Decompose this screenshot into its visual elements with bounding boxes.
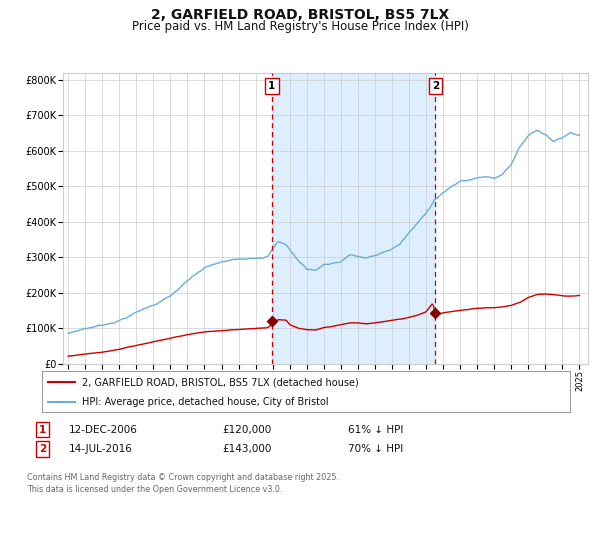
Text: 61% ↓ HPI: 61% ↓ HPI: [348, 424, 403, 435]
Text: 14-JUL-2016: 14-JUL-2016: [69, 444, 133, 454]
Text: 1: 1: [268, 81, 275, 91]
Text: Contains HM Land Registry data © Crown copyright and database right 2025.
This d: Contains HM Land Registry data © Crown c…: [27, 473, 339, 494]
Text: Price paid vs. HM Land Registry's House Price Index (HPI): Price paid vs. HM Land Registry's House …: [131, 20, 469, 33]
Text: 2, GARFIELD ROAD, BRISTOL, BS5 7LX (detached house): 2, GARFIELD ROAD, BRISTOL, BS5 7LX (deta…: [82, 377, 358, 387]
Text: HPI: Average price, detached house, City of Bristol: HPI: Average price, detached house, City…: [82, 396, 328, 407]
Text: 70% ↓ HPI: 70% ↓ HPI: [348, 444, 403, 454]
Text: 1: 1: [39, 424, 46, 435]
Text: 2, GARFIELD ROAD, BRISTOL, BS5 7LX: 2, GARFIELD ROAD, BRISTOL, BS5 7LX: [151, 8, 449, 22]
Text: 2: 2: [431, 81, 439, 91]
Text: 2: 2: [39, 444, 46, 454]
Text: £143,000: £143,000: [222, 444, 271, 454]
Text: 12-DEC-2006: 12-DEC-2006: [69, 424, 138, 435]
Text: £120,000: £120,000: [222, 424, 271, 435]
Bar: [272, 73, 435, 364]
